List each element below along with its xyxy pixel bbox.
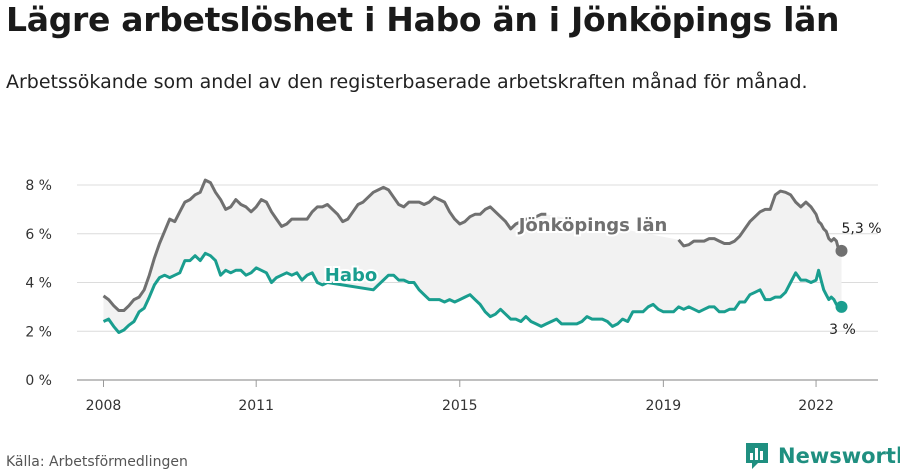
y-axis: 0 % 2 % 4 % 6 % 8 % [25, 178, 52, 389]
x-tick-label: 2015 [442, 398, 478, 414]
brand: Newsworthy [744, 440, 900, 472]
x-axis: 2008 2011 2015 2019 2022 [86, 380, 834, 414]
chart-subtitle: Arbetssökande som andel av den registerb… [6, 71, 808, 93]
end-point-habo [835, 300, 848, 313]
brand-name: Newsworthy [778, 444, 900, 468]
x-tick-label: 2022 [798, 398, 834, 414]
inline-label-jonkopings-lan: Jönköpings län [517, 215, 668, 236]
end-label-habo: 3 % [829, 322, 856, 338]
y-tick-label: 8 % [25, 178, 52, 194]
series-lines [102, 178, 848, 334]
series-line-habo [102, 251, 842, 334]
y-tick-label: 0 % [25, 373, 52, 389]
chart-title: Lägre arbetslöshet i Habo än i Jönköping… [6, 0, 840, 39]
end-label-jonkopings-lan: 5,3 % [841, 221, 881, 237]
x-tick-label: 2011 [238, 398, 274, 414]
y-tick-label: 6 % [25, 227, 52, 243]
y-tick-label: 4 % [25, 276, 52, 292]
y-tick-label: 2 % [25, 324, 52, 340]
source-note: Källa: Arbetsförmedlingen [6, 454, 188, 470]
difference-band [103, 180, 842, 333]
newsworthy-logo-icon [746, 443, 768, 469]
x-tick-label: 2019 [646, 398, 682, 414]
x-tick-label: 2008 [86, 398, 122, 414]
series-labels: 5,3 % 3 % Jönköpings län Habo [323, 213, 882, 338]
series-line-jonkopings-lan [102, 178, 547, 312]
inline-label-habo: Habo [325, 265, 377, 286]
end-point-jonkopings-lan [835, 244, 848, 257]
series-line-jonkopings-lan-2 [677, 189, 842, 253]
